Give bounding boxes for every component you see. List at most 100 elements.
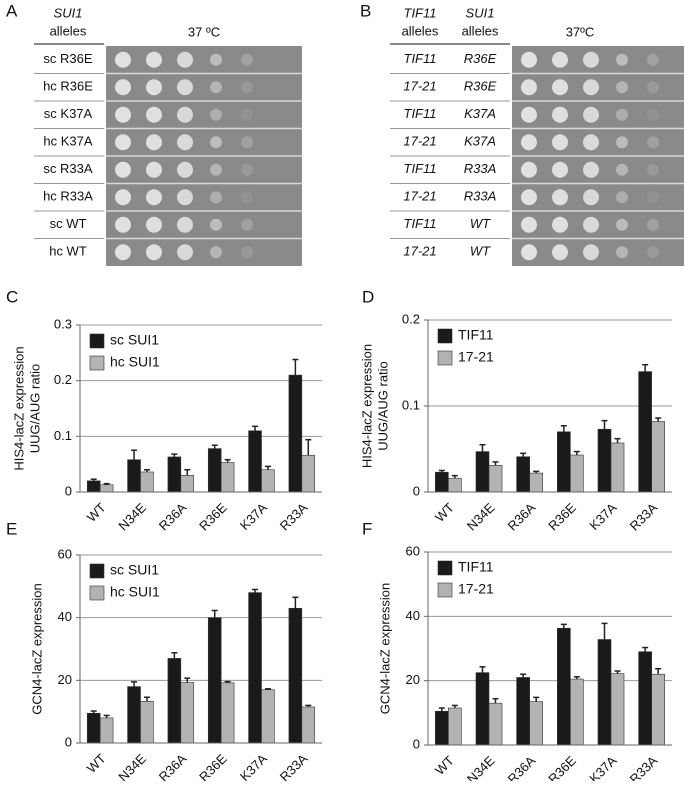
y-tick-label: 0: [413, 736, 420, 751]
allele: R33A: [464, 189, 497, 204]
spot: [210, 163, 222, 176]
y-axis-label: GCN4-lacZ expression: [377, 583, 392, 715]
spot: [521, 134, 537, 151]
error-bar: [292, 596, 299, 609]
error-bar: [131, 681, 138, 687]
allele: TIF11: [404, 106, 437, 121]
header: SUI1: [54, 5, 83, 20]
bar: [207, 448, 222, 493]
x-tick-label: R33A: [627, 500, 661, 534]
allele: sc WT: [50, 216, 87, 231]
bar: [127, 686, 141, 744]
error-bar: [184, 677, 191, 683]
error-bar: [305, 704, 312, 707]
spot: [647, 108, 659, 121]
error-bar: [143, 696, 150, 702]
error-bar: [533, 470, 540, 474]
error-bar: [492, 461, 499, 466]
bar: [597, 639, 612, 746]
x-tick-label: R36A: [156, 500, 190, 534]
allele: K37A: [464, 134, 496, 149]
x-tick-label: K37A: [586, 500, 619, 533]
spot: [177, 51, 193, 68]
spot: [115, 161, 131, 178]
error-bar: [560, 623, 567, 629]
allele: 17-21: [403, 79, 436, 94]
header: alleles: [50, 23, 87, 38]
temperature: 37ºC: [566, 24, 595, 39]
error-bar: [292, 358, 299, 376]
panel-label: C: [6, 287, 18, 306]
bar: [488, 465, 503, 493]
bar: [220, 462, 235, 493]
panel-label: A: [6, 1, 18, 20]
legend-swatch: [89, 355, 105, 371]
allele: 17-21: [403, 189, 436, 204]
allele: hc R36E: [43, 79, 93, 94]
spot: [552, 189, 568, 206]
spot: [210, 246, 222, 259]
spot: [583, 161, 599, 178]
allele: hc K37A: [43, 134, 92, 149]
temperature: 37 ºC: [188, 24, 220, 39]
spot: [616, 246, 628, 259]
x-tick-label: R36A: [505, 500, 539, 534]
y-tick-label: 0: [65, 734, 72, 749]
error-bar: [479, 443, 486, 452]
bar: [488, 702, 503, 746]
spot: [241, 191, 253, 204]
y-tick-label: 0.2: [402, 311, 420, 326]
bar: [448, 477, 462, 493]
spot: [177, 216, 193, 233]
allele: R36E: [464, 79, 497, 94]
spot: [647, 246, 659, 259]
error-bar: [601, 419, 608, 430]
error-bar: [492, 697, 499, 704]
y-tick-label: 60: [58, 546, 72, 561]
x-tick-label: N34E: [115, 751, 149, 781]
y-tick-label: 0.3: [54, 316, 72, 331]
legend-label: 17-21: [458, 349, 494, 365]
bar: [261, 689, 275, 744]
legend-label: TIF11: [458, 559, 494, 575]
spot: [552, 79, 568, 96]
legend-label: sc SUI1: [110, 332, 159, 348]
x-tick-label: R36A: [505, 753, 539, 781]
error-bar: [252, 588, 259, 593]
bar: [570, 678, 584, 746]
x-tick-label: N34E: [464, 753, 498, 781]
spot: [616, 136, 628, 149]
y-axis-label: GCN4-lacZ expression: [29, 583, 44, 715]
bar: [475, 451, 490, 493]
spot: [177, 161, 193, 178]
spot: [616, 108, 628, 121]
bar: [180, 682, 195, 744]
legend-label: hc SUI1: [110, 584, 160, 600]
spot: [241, 136, 253, 149]
bar: [207, 617, 222, 744]
spot: [647, 218, 659, 231]
bar: [516, 456, 530, 493]
spot: [210, 191, 222, 204]
allele: WT: [470, 244, 491, 259]
x-tick-label: R36E: [545, 500, 579, 534]
error-bar: [252, 425, 259, 431]
error-bar: [103, 714, 110, 718]
spot: [552, 106, 568, 123]
error-bar: [184, 468, 191, 476]
spot: [552, 244, 568, 261]
error-bar: [533, 696, 540, 702]
spot: [552, 216, 568, 233]
header: TIF11: [404, 5, 437, 20]
spot: [146, 79, 162, 96]
bar: [288, 607, 303, 744]
error-bar: [103, 482, 110, 485]
spot: [521, 51, 537, 68]
y-axis-label: UUG/AUG ratio: [375, 361, 390, 451]
panel-label: F: [362, 519, 372, 538]
allele: hc WT: [49, 244, 87, 259]
y-tick-label: 0: [413, 483, 420, 498]
legend-swatch: [437, 328, 453, 344]
spot: [115, 51, 131, 68]
error-bar: [264, 465, 271, 470]
